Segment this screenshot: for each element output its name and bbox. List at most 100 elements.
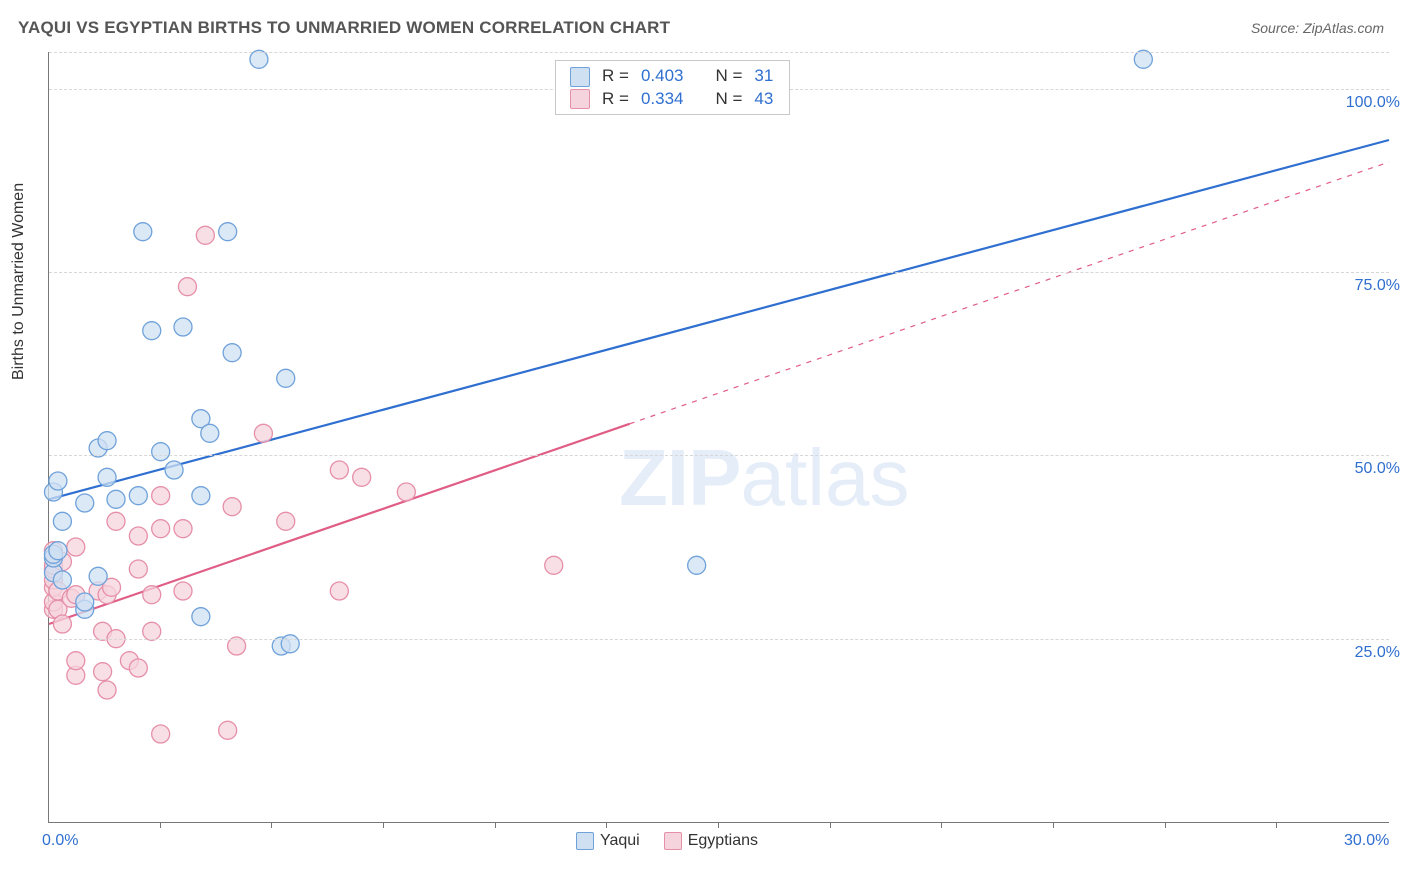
data-point (152, 443, 170, 461)
data-point (143, 586, 161, 604)
gridline (49, 455, 1389, 456)
chart-plot-area: ZIPatlas (48, 52, 1389, 823)
data-point (192, 608, 210, 626)
data-point (129, 659, 147, 677)
y-tick-label: 25.0% (1355, 644, 1400, 662)
data-point (353, 468, 371, 486)
x-tick (718, 822, 719, 828)
legend-swatch (576, 832, 594, 850)
x-tick-label: 30.0% (1344, 832, 1389, 850)
gridline (49, 272, 1389, 273)
chart-source: Source: ZipAtlas.com (1251, 20, 1384, 36)
data-point (49, 472, 67, 490)
legend-n-label: N = (709, 65, 748, 88)
series-legend: Yaqui Egyptians (576, 832, 782, 850)
data-point (67, 652, 85, 670)
data-point (165, 461, 183, 479)
data-point (76, 593, 94, 611)
legend-item: Yaqui (576, 832, 640, 849)
data-point (254, 424, 272, 442)
chart-title: YAQUI VS EGYPTIAN BIRTHS TO UNMARRIED WO… (18, 18, 670, 38)
data-point (129, 560, 147, 578)
legend-n-value: 31 (748, 65, 779, 88)
x-tick (271, 822, 272, 828)
y-tick-label: 50.0% (1355, 460, 1400, 478)
data-point (174, 318, 192, 336)
legend-n-label: N = (709, 88, 748, 111)
legend-n-value: 43 (748, 88, 779, 111)
source-name: ZipAtlas.com (1303, 20, 1384, 36)
data-point (98, 432, 116, 450)
data-point (49, 542, 67, 560)
data-point (178, 278, 196, 296)
data-point (192, 487, 210, 505)
data-point (98, 681, 116, 699)
data-point (219, 223, 237, 241)
legend-item: Egyptians (664, 832, 758, 849)
x-tick-label: 0.0% (42, 832, 78, 850)
x-tick (383, 822, 384, 828)
data-point (129, 527, 147, 545)
legend-swatch (570, 89, 590, 109)
source-prefix: Source: (1251, 20, 1303, 36)
data-point (688, 556, 706, 574)
legend-r-value: 0.334 (635, 88, 690, 111)
data-point (67, 538, 85, 556)
data-point (330, 582, 348, 600)
regression-line (49, 140, 1389, 499)
legend-r-value: 0.403 (635, 65, 690, 88)
data-point (330, 461, 348, 479)
y-tick-label: 75.0% (1355, 277, 1400, 295)
legend-r-label: R = (596, 88, 635, 111)
data-point (107, 512, 125, 530)
data-point (1134, 50, 1152, 68)
chart-header: YAQUI VS EGYPTIAN BIRTHS TO UNMARRIED WO… (0, 0, 1406, 45)
legend-label: Egyptians (688, 832, 758, 849)
x-tick (1053, 822, 1054, 828)
data-point (89, 567, 107, 585)
data-point (143, 322, 161, 340)
data-point (98, 468, 116, 486)
data-point (281, 635, 299, 653)
correlation-legend: R =0.403 N =31 R =0.334 N =43 (555, 60, 790, 115)
data-point (94, 663, 112, 681)
gridline (49, 52, 1389, 53)
gridline (49, 639, 1389, 640)
x-tick (830, 822, 831, 828)
x-tick (1165, 822, 1166, 828)
legend-swatch (570, 67, 590, 87)
data-point (250, 50, 268, 68)
regression-line-dashed (630, 162, 1389, 424)
x-tick (1276, 822, 1277, 828)
data-point (129, 487, 147, 505)
legend-swatch (664, 832, 682, 850)
chart-svg (49, 52, 1389, 822)
x-tick (160, 822, 161, 828)
data-point (228, 637, 246, 655)
data-point (174, 582, 192, 600)
data-point (134, 223, 152, 241)
data-point (223, 344, 241, 362)
legend-r-label: R = (596, 65, 635, 88)
y-axis-label: Births to Unmarried Women (10, 183, 28, 380)
data-point (277, 512, 295, 530)
x-tick (495, 822, 496, 828)
data-point (152, 725, 170, 743)
legend-label: Yaqui (600, 832, 640, 849)
data-point (174, 520, 192, 538)
data-point (76, 494, 94, 512)
data-point (152, 520, 170, 538)
data-point (223, 498, 241, 516)
x-tick (941, 822, 942, 828)
data-point (143, 622, 161, 640)
data-point (196, 226, 214, 244)
data-point (201, 424, 219, 442)
data-point (53, 512, 71, 530)
data-point (53, 571, 71, 589)
data-point (397, 483, 415, 501)
data-point (545, 556, 563, 574)
x-tick (606, 822, 607, 828)
data-point (107, 490, 125, 508)
data-point (219, 721, 237, 739)
data-point (152, 487, 170, 505)
